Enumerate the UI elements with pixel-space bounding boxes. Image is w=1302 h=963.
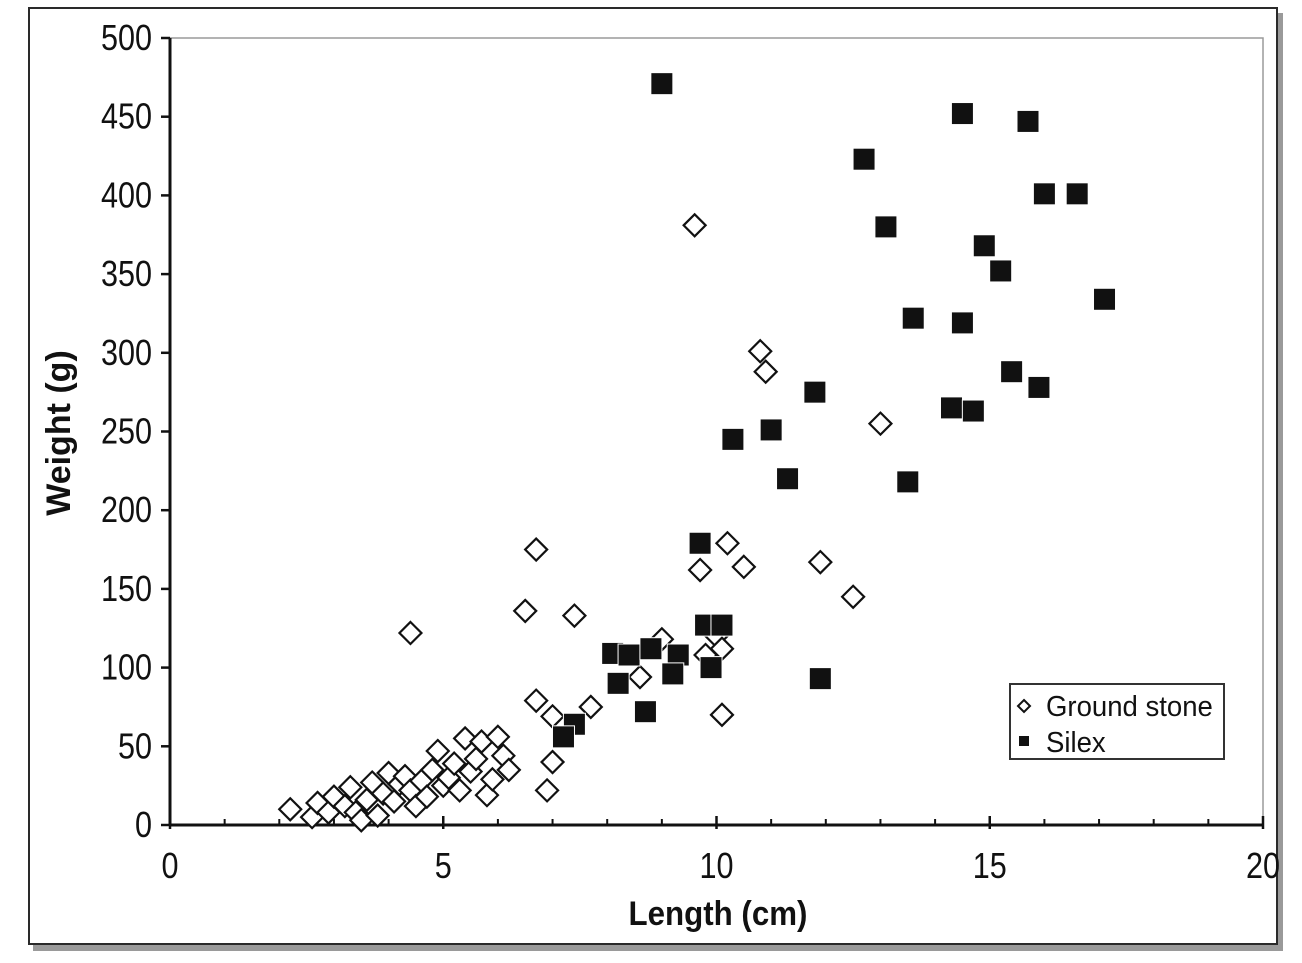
ground-stone-point	[414, 784, 440, 810]
ground-stone-point	[714, 530, 740, 556]
ground-stone-point	[277, 796, 303, 822]
ground-stone-point	[419, 757, 445, 783]
silex-point	[606, 671, 630, 695]
silex-point	[699, 656, 723, 680]
y-tick-label: 250	[101, 412, 152, 452]
silex-point	[617, 643, 641, 667]
silex-point	[961, 399, 985, 423]
ground-stone-point	[578, 694, 604, 720]
silex-point	[650, 72, 674, 96]
x-axis-title: Length (cm)	[629, 894, 808, 933]
y-tick-label: 100	[101, 648, 152, 688]
series-silex	[551, 72, 1117, 749]
ground-stone-point	[840, 584, 866, 610]
silex-point	[551, 725, 575, 749]
x-tick-label: 10	[699, 847, 733, 887]
x-tick-label: 0	[161, 847, 178, 887]
silex-point	[896, 470, 920, 494]
y-tick-label: 400	[101, 176, 152, 216]
ground-stone-point	[485, 724, 511, 750]
y-tick-label: 500	[101, 19, 152, 59]
ground-stone-point	[512, 598, 538, 624]
x-tick-label: 20	[1246, 847, 1280, 887]
legend-item-silex: Silex	[1019, 725, 1106, 758]
silex-point	[950, 102, 974, 126]
ground-stone-point	[807, 549, 833, 575]
silex-point	[972, 234, 996, 258]
y-tick-label: 300	[101, 334, 152, 374]
silex-point	[950, 311, 974, 335]
y-tick-label: 350	[101, 255, 152, 295]
ground-stone-point	[479, 766, 505, 792]
silex-point	[1000, 360, 1024, 384]
silex-point	[776, 467, 800, 491]
ground-stone-point	[867, 411, 894, 437]
silex-point	[1027, 375, 1051, 399]
ground-stone-point	[627, 664, 653, 690]
ground-stone-point	[731, 554, 757, 580]
silex-point	[710, 613, 734, 637]
silex-point	[1065, 182, 1089, 206]
ground-stone-point	[523, 688, 549, 714]
ground-stone-point	[682, 212, 708, 238]
y-tick-label: 50	[118, 727, 152, 767]
y-axis-ticks: 0 50 100 150 200 250 300 350 400 450 500	[101, 19, 170, 846]
ground-stone-point	[496, 757, 522, 783]
ground-stone-point	[365, 803, 391, 829]
silex-point	[852, 147, 876, 171]
x-axis-ticks: 0 5 10 15 20	[161, 816, 1280, 887]
silex-point	[661, 662, 685, 686]
silex-point	[989, 259, 1013, 283]
ground-stone-point	[709, 702, 735, 728]
silex-point	[808, 667, 832, 691]
x-tick-label: 15	[973, 847, 1007, 887]
silex-point	[803, 380, 827, 404]
ground-stone-point	[397, 620, 424, 646]
series-layer	[277, 72, 1117, 833]
y-tick-label: 450	[101, 97, 152, 137]
silex-point	[633, 700, 657, 724]
silex-point	[939, 396, 963, 420]
silex-point	[1032, 182, 1056, 206]
ground-stone-point	[447, 777, 473, 803]
legend-square-icon	[1019, 736, 1029, 746]
silex-point	[874, 215, 898, 239]
ground-stone-point	[753, 359, 779, 385]
x-tick-label: 5	[435, 847, 452, 887]
legend: Ground stone Silex	[1009, 683, 1225, 760]
silex-point	[759, 418, 783, 442]
ground-stone-point	[539, 749, 566, 775]
silex-point	[1093, 287, 1117, 311]
silex-point	[721, 427, 745, 451]
legend-item-ground-stone: Ground stone	[1016, 689, 1213, 722]
silex-point	[901, 306, 925, 330]
silex-point	[688, 531, 712, 555]
ground-stone-point	[441, 751, 467, 777]
ground-stone-point	[523, 536, 549, 563]
ground-stone-point	[337, 774, 363, 800]
ground-stone-point	[452, 725, 478, 751]
ground-stone-point	[534, 777, 560, 803]
legend-box	[1009, 683, 1225, 760]
y-tick-label: 150	[101, 570, 152, 610]
ground-stone-point	[747, 338, 773, 364]
silex-point	[1016, 109, 1040, 133]
ground-stone-point	[561, 603, 587, 629]
legend-diamond-icon	[1016, 698, 1032, 714]
silex-point	[639, 637, 663, 661]
ground-stone-point	[687, 557, 713, 583]
y-tick-label: 0	[135, 806, 152, 846]
y-tick-label: 200	[101, 491, 152, 531]
ground-stone-point	[425, 738, 451, 764]
legend-label-silex: Silex	[1046, 725, 1106, 758]
legend-label-ground-stone: Ground stone	[1046, 689, 1213, 722]
y-axis-title: Weight (g)	[40, 350, 78, 516]
